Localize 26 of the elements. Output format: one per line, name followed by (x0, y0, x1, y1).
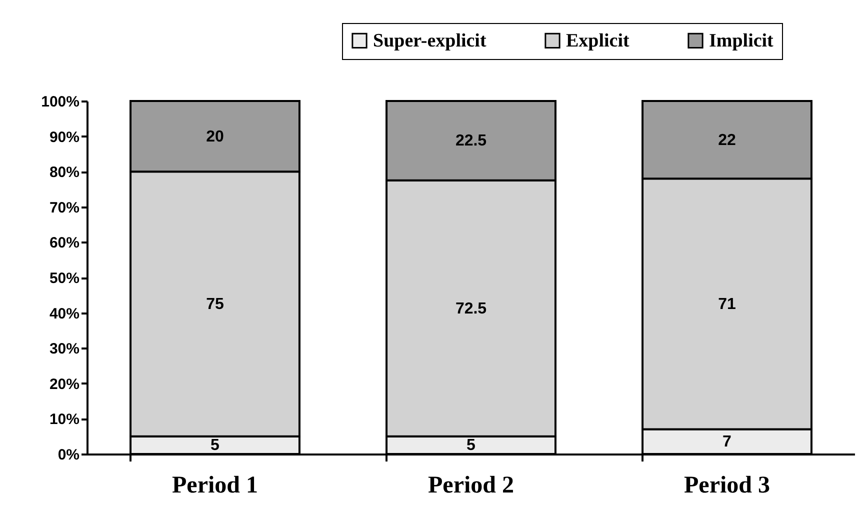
y-tick-label: 10% (49, 411, 80, 428)
y-tick-label: 40% (49, 305, 80, 322)
data-label: 75 (206, 296, 224, 313)
data-label: 22 (718, 132, 736, 149)
x-tick-label: Period 2 (428, 472, 514, 498)
y-tick-label: 90% (49, 128, 80, 146)
data-label: 7 (722, 434, 732, 451)
x-tick-label: Period 1 (172, 472, 258, 498)
data-label: 5 (466, 437, 476, 454)
legend-label: Implicit (709, 30, 774, 52)
y-tick-label: 80% (49, 164, 80, 182)
y-tick-label: 70% (49, 199, 80, 216)
legend-label: Super-explicit (373, 30, 487, 52)
y-tick-label: 30% (49, 340, 80, 358)
data-label: 72.5 (455, 300, 487, 318)
y-tick-label: 0% (58, 446, 80, 464)
x-tick-label: Period 3 (684, 472, 770, 498)
y-tick-label: 60% (49, 234, 80, 252)
data-label: 5 (210, 437, 220, 454)
legend-label: Explicit (566, 30, 630, 52)
data-label: 20 (206, 128, 224, 146)
y-tick-label: 20% (49, 376, 80, 393)
y-tick-label: 50% (49, 270, 80, 287)
data-label: 22.5 (455, 132, 487, 150)
y-tick-label: 100% (41, 94, 80, 110)
data-label: 71 (718, 296, 736, 313)
